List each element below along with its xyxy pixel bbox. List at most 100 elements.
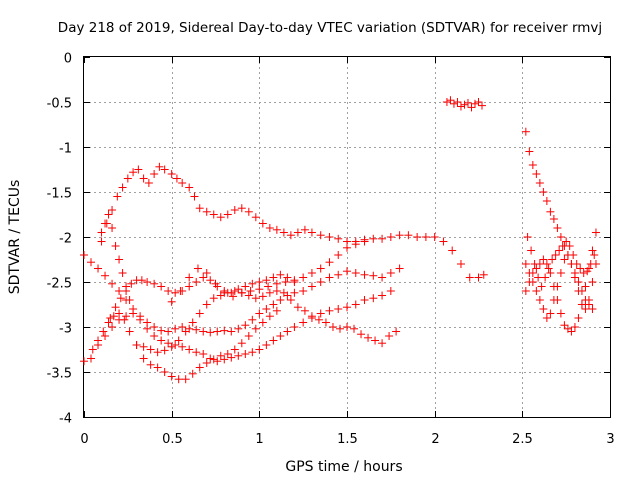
series-trace-13 — [97, 210, 134, 304]
data-point — [108, 224, 117, 232]
data-point — [567, 327, 576, 336]
data-point — [532, 170, 541, 178]
data-point — [269, 273, 278, 282]
data-point — [570, 273, 579, 282]
data-point — [546, 269, 555, 277]
data-point — [558, 242, 567, 250]
data-point — [111, 303, 120, 312]
data-point — [185, 345, 194, 354]
data-point — [227, 327, 236, 336]
data-point — [541, 273, 550, 282]
data-point — [523, 233, 532, 241]
data-point — [202, 269, 211, 277]
data-point — [539, 255, 548, 264]
x-tick-label: 1 — [255, 432, 263, 447]
data-point — [132, 341, 141, 349]
series-trace-2 — [80, 287, 395, 366]
data-point — [442, 98, 451, 106]
data-point — [248, 315, 257, 324]
data-point — [290, 288, 299, 297]
data-point — [325, 258, 334, 267]
data-point — [137, 276, 146, 285]
data-point — [378, 291, 387, 300]
data-point — [588, 246, 597, 255]
plot-frame — [83, 56, 611, 418]
data-point — [209, 294, 218, 303]
y-tick-label: -3.5 — [47, 367, 72, 382]
series-trace-4 — [167, 231, 488, 306]
data-point — [307, 228, 316, 237]
data-point — [171, 341, 180, 349]
data-point — [237, 204, 246, 213]
data-point — [153, 348, 162, 357]
data-point — [258, 318, 267, 327]
data-point — [230, 345, 239, 354]
data-point — [185, 282, 194, 291]
data-point — [542, 314, 551, 322]
data-point — [528, 269, 537, 277]
y-tick-label: -2 — [59, 232, 72, 247]
series-trace-11 — [88, 306, 281, 384]
data-point — [478, 101, 487, 110]
data-point — [125, 327, 134, 336]
data-point — [584, 296, 593, 304]
data-point — [101, 271, 110, 280]
data-point — [258, 292, 267, 301]
data-point — [300, 306, 309, 315]
data-point — [474, 273, 483, 282]
data-point — [421, 233, 430, 241]
data-point — [369, 294, 378, 303]
data-point — [448, 246, 457, 255]
data-point — [565, 242, 574, 250]
data-point — [202, 359, 211, 367]
data-point — [127, 279, 136, 288]
data-point — [316, 231, 325, 240]
data-point — [404, 231, 413, 240]
data-point — [574, 278, 583, 286]
data-point — [371, 336, 380, 345]
data-point — [577, 300, 586, 309]
data-point — [276, 332, 285, 340]
data-point — [244, 207, 253, 216]
data-point — [542, 197, 551, 205]
data-point — [143, 324, 152, 333]
data-point — [157, 336, 166, 345]
series-trace-5 — [97, 162, 369, 246]
data-point — [281, 278, 290, 286]
data-point — [178, 287, 187, 295]
data-point — [321, 318, 330, 327]
data-point — [227, 353, 236, 362]
x-tick-label: 0.5 — [162, 432, 183, 447]
data-point — [216, 351, 225, 360]
data-point — [143, 278, 152, 286]
data-point — [229, 292, 238, 301]
data-point — [97, 237, 106, 246]
data-point — [293, 303, 302, 312]
data-point — [118, 269, 127, 277]
data-point — [206, 354, 215, 363]
data-point — [220, 355, 229, 364]
data-point — [87, 354, 96, 363]
data-point — [343, 323, 351, 331]
data-point — [413, 233, 422, 241]
data-point — [453, 98, 462, 106]
data-point — [465, 273, 474, 282]
data-point — [164, 327, 173, 336]
x-tick-label: 3 — [606, 432, 614, 447]
data-point — [109, 312, 118, 321]
data-point — [272, 287, 281, 295]
data-point — [269, 300, 278, 309]
data-point — [188, 318, 197, 327]
data-point — [160, 165, 169, 174]
data-point — [255, 309, 264, 318]
data-point — [386, 269, 395, 277]
data-point — [157, 282, 166, 291]
y-tick-label: -2.5 — [47, 277, 72, 292]
data-point — [360, 296, 369, 304]
data-point — [569, 251, 578, 259]
data-point — [386, 287, 395, 295]
data-point — [264, 282, 273, 291]
data-point — [199, 327, 208, 336]
data-point — [202, 207, 211, 216]
data-point — [369, 234, 378, 243]
